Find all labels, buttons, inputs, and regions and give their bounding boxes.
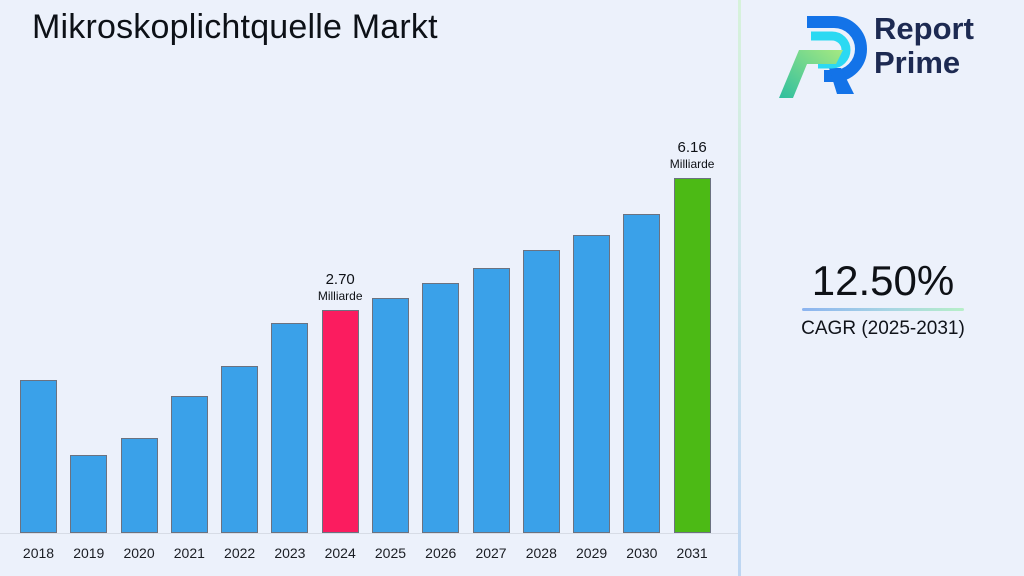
report-prime-logo-icon [779,16,867,98]
bar-2023 [271,323,309,533]
x-tick-2029: 2029 [576,545,608,561]
x-tick-2025: 2025 [374,545,407,561]
bar-2024 [321,310,359,533]
data-label-2024: 2.70 Milliarde [285,271,395,304]
x-tick-2027: 2027 [475,545,507,561]
x-tick-2026: 2026 [425,545,457,561]
x-tick-2018: 2018 [22,545,55,561]
x-tick-2031: 2031 [676,545,708,561]
x-tick-2022: 2022 [224,545,256,561]
cagr-panel: 12.50% CAGR (2025-2031) [773,258,993,340]
bar-2019 [70,455,108,533]
logo-word-prime: Prime [874,45,961,80]
bar-2021 [170,396,208,533]
section-divider [738,0,741,576]
bar-2025 [371,298,409,533]
bar-2030 [623,214,661,533]
bar-2022 [221,366,259,533]
bar-2031 [673,178,711,533]
x-axis-line [0,533,739,534]
bar-2020 [120,438,158,533]
data-label-unit: Milliarde [669,157,715,171]
logo-wordmark: Report Prime [874,12,974,80]
bar-chart: 2018 2019 2020 2021 2022 2023 2024 2025 2026 2027… [0,139,739,561]
bar-2028 [522,250,560,533]
x-tick-2024: 2024 [324,545,356,561]
x-tick-2019: 2019 [73,545,105,561]
report-prime-logo: Report Prime [776,4,1022,100]
x-tick-2023: 2023 [274,545,306,561]
x-tick-2020: 2020 [123,545,155,561]
bar-2029 [573,235,611,533]
page-title: Mikroskoplichtquelle Markt [32,8,438,46]
bar-2018 [20,380,57,533]
logo-word-report: Report [874,11,974,46]
x-tick-2021: 2021 [173,545,205,561]
cagr-value: 12.50% [811,257,955,304]
data-label-unit: Milliarde [317,289,363,303]
data-label-value: 2.70 [325,271,355,288]
bar-2027 [472,268,510,533]
x-tick-2028: 2028 [525,545,557,561]
data-label-value: 6.16 [677,139,707,156]
cagr-label: CAGR (2025-2031) [801,318,965,339]
x-tick-2030: 2030 [626,545,658,561]
bar-2026 [422,283,460,533]
data-label-2031: 6.16 Milliarde [637,139,747,172]
cagr-underline [802,308,964,311]
